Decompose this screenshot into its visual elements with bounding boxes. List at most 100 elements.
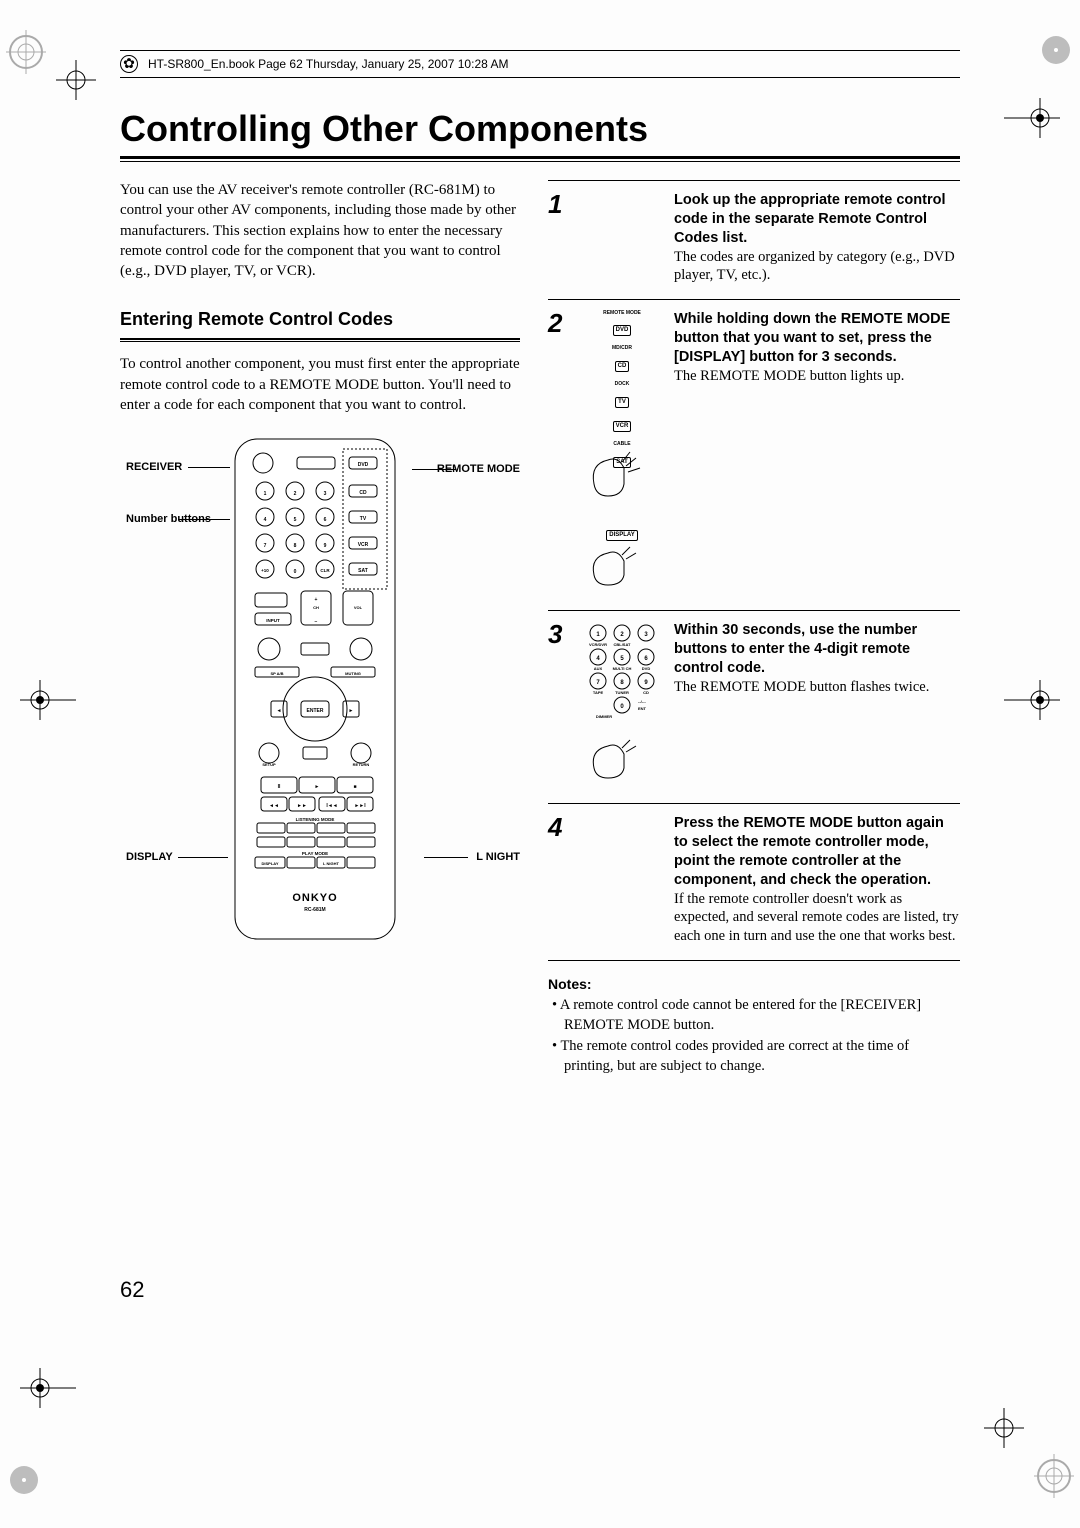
section-heading: Entering Remote Control Codes	[120, 309, 520, 330]
hand-press-icon-3	[584, 736, 654, 784]
step-2-body: The REMOTE MODE button lights up.	[674, 368, 904, 384]
svg-text:6: 6	[644, 656, 648, 662]
vcr-button-icon: VCR	[613, 421, 632, 432]
remote-figure: RECEIVER Number buttons REMOTE MODE DISP…	[120, 433, 520, 993]
svg-text:2: 2	[620, 632, 624, 638]
svg-text:TUNER: TUNER	[615, 690, 629, 695]
display-button-icon: DISPLAY	[606, 530, 637, 541]
step-number: 1	[548, 191, 570, 285]
svg-text:►: ►	[315, 784, 320, 790]
book-info-text: HT-SR800_En.book Page 62 Thursday, Janua…	[148, 57, 508, 71]
cd-button-icon: CD	[615, 361, 630, 372]
step-1-bold: Look up the appropriate remote control c…	[674, 192, 946, 246]
svg-text:--/---: --/---	[638, 699, 646, 704]
section-text: To control another component, you must f…	[120, 354, 520, 415]
svg-text:9: 9	[644, 680, 648, 686]
left-column: You can use the AV receiver's remote con…	[120, 180, 520, 1078]
reg-mark-top-left-ring	[6, 30, 46, 74]
tv-button-icon: TV	[615, 397, 629, 408]
svg-text:MULTI CH: MULTI CH	[613, 666, 632, 671]
svg-text:ENTER: ENTER	[307, 708, 324, 714]
intro-paragraph: You can use the AV receiver's remote con…	[120, 180, 520, 281]
hand-press-icon	[584, 444, 654, 504]
steps-list: 1 Look up the appropriate remote control…	[548, 180, 960, 961]
crop-mark-mr	[1004, 680, 1060, 720]
svg-text:9: 9	[324, 543, 327, 549]
svg-text:0: 0	[294, 569, 297, 575]
crop-mark-ml	[20, 680, 76, 720]
svg-text:VCR/DVR: VCR/DVR	[589, 642, 607, 647]
svg-text:►: ►	[349, 708, 354, 714]
svg-text:CH: CH	[313, 605, 319, 610]
step-1-body: The codes are organized by category (e.g…	[674, 249, 955, 284]
svg-text:►►: ►►	[297, 803, 307, 809]
step-2-illustration: REMOTE MODE DVD MD/CDR CD DOCK TV VCR CA…	[584, 310, 660, 596]
label-display: DISPLAY	[126, 851, 173, 863]
svg-text:VCR: VCR	[358, 542, 369, 548]
svg-text:CBL/SAT: CBL/SAT	[613, 642, 631, 647]
svg-text:0: 0	[620, 704, 624, 710]
notes-heading: Notes:	[548, 975, 960, 994]
brand-text: ONKYO	[292, 892, 337, 904]
svg-text:DVD: DVD	[642, 666, 651, 671]
svg-text:4: 4	[596, 656, 600, 662]
notes-section: Notes: A remote control code cannot be e…	[548, 975, 960, 1076]
reg-mark-bottom-right-ring	[1034, 1454, 1074, 1498]
book-info-bar: ✿ HT-SR800_En.book Page 62 Thursday, Jan…	[120, 50, 960, 78]
reg-mark-bottom-left-dot	[6, 1462, 42, 1498]
svg-text:RC-681M: RC-681M	[304, 907, 325, 913]
step-number: 2	[548, 310, 570, 596]
hand-press-icon-2	[584, 541, 654, 591]
title-rule	[120, 156, 960, 162]
step-2-bold: While holding down the REMOTE MODE butto…	[674, 311, 950, 365]
svg-text:1: 1	[596, 632, 600, 638]
svg-text:CD: CD	[643, 690, 649, 695]
svg-text:2: 2	[294, 491, 297, 497]
right-column: 1 Look up the appropriate remote control…	[548, 180, 960, 1078]
svg-text:LISTENING MODE: LISTENING MODE	[296, 817, 335, 822]
step-4-bold: Press the REMOTE MODE button again to se…	[674, 815, 944, 888]
svg-text:SETUP: SETUP	[262, 762, 276, 767]
svg-text:+10: +10	[261, 568, 269, 573]
step-1-illustration	[584, 191, 660, 285]
svg-text:◄◄: ◄◄	[269, 803, 279, 809]
svg-text:CD: CD	[359, 490, 367, 496]
step-3: 3 1 2 3 VCR/DVR CBL/SAT 4 5 6	[548, 611, 960, 804]
step-number: 3	[548, 621, 570, 789]
svg-text:TV: TV	[360, 516, 367, 522]
svg-text:3: 3	[324, 491, 327, 497]
svg-text:I◄◄: I◄◄	[326, 803, 337, 809]
svg-text:DVD: DVD	[358, 462, 369, 468]
crop-mark-tl	[56, 60, 96, 100]
remote-svg: DVD 1 2 3 CD 4 5 6 TV 7 8	[225, 433, 405, 953]
svg-text:RETURN: RETURN	[353, 762, 370, 767]
svg-text:◄: ◄	[277, 708, 282, 714]
step-4-body: If the remote controller doesn't work as…	[674, 891, 959, 945]
step-number: 4	[548, 814, 570, 946]
crop-mark-br	[984, 1408, 1024, 1448]
svg-text:PLAY MODE: PLAY MODE	[302, 851, 328, 856]
svg-text:8: 8	[620, 680, 624, 686]
svg-text:L NIGHT: L NIGHT	[323, 861, 339, 866]
svg-text:SP A/B: SP A/B	[270, 671, 283, 676]
svg-text:VOL: VOL	[354, 605, 363, 610]
crop-mark-bl	[20, 1368, 76, 1408]
svg-text:■: ■	[353, 784, 356, 790]
svg-text:DIMMER: DIMMER	[596, 714, 612, 719]
step-1: 1 Look up the appropriate remote control…	[548, 180, 960, 300]
svg-text:5: 5	[294, 517, 297, 523]
svg-text:ENT: ENT	[638, 706, 647, 711]
svg-text:8: 8	[294, 543, 297, 549]
svg-text:7: 7	[264, 543, 267, 549]
svg-text:6: 6	[324, 517, 327, 523]
svg-text:1: 1	[264, 491, 267, 497]
section-rule	[120, 338, 520, 342]
page-title: Controlling Other Components	[120, 108, 960, 150]
crop-mark-tr	[1004, 98, 1060, 138]
svg-text:INPUT: INPUT	[266, 618, 280, 623]
remote-mode-caption: REMOTE MODE	[584, 310, 660, 316]
step-4-illustration	[584, 814, 660, 946]
svg-text:CLR: CLR	[320, 568, 330, 573]
svg-text:3: 3	[644, 632, 648, 638]
step-2: 2 REMOTE MODE DVD MD/CDR CD DOCK TV VCR …	[548, 300, 960, 611]
